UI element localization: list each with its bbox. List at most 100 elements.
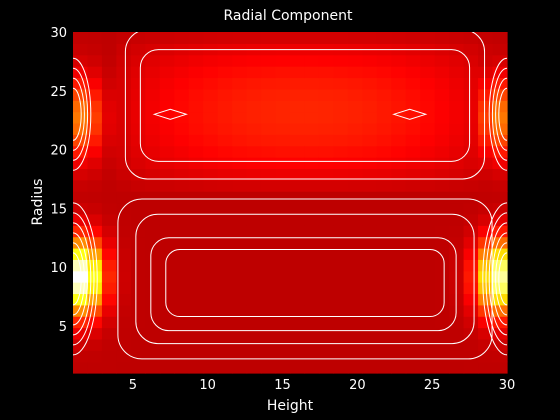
heatmap-cell [232,270,248,283]
heatmap-cell [101,179,117,192]
heatmap-cell [261,157,277,169]
heatmap-cell [73,293,89,306]
heatmap-cell [420,293,436,306]
heatmap-cell [347,213,363,226]
heatmap-cell [391,350,407,363]
heatmap-cell [145,213,161,226]
heatmap-cell [130,350,146,363]
heatmap-cell [449,100,465,113]
heatmap-cell [333,236,349,249]
heatmap-cell [304,145,320,158]
heatmap-cell [130,282,146,295]
heatmap-cell [434,66,450,79]
heatmap-cell [333,100,349,113]
heatmap-cell [492,145,508,158]
heatmap-cell [145,77,161,90]
heatmap-cell [478,225,494,238]
heatmap-cell [275,259,291,272]
heatmap-cell [376,100,392,113]
heatmap-cell [420,88,436,101]
heatmap-cell [159,259,175,272]
heatmap-cell [87,259,103,272]
heatmap-cell [159,88,175,101]
heatmap-cell [434,247,450,260]
heatmap-cell [420,32,436,44]
heatmap-cell [318,293,334,306]
heatmap-cell [174,77,190,90]
heatmap-cell [391,157,407,169]
heatmap-cell [405,111,421,124]
heatmap-cell [304,225,320,238]
heatmap-cell [420,236,436,249]
heatmap-cell [376,66,392,79]
heatmap-cell [420,259,436,272]
heatmap-cell [87,145,103,158]
x-tick-label: 15 [274,378,291,393]
heatmap-cell [116,293,132,306]
heatmap-cell [203,225,219,238]
heatmap-cell [492,327,508,340]
heatmap-cell [130,191,146,204]
heatmap-cell [145,32,161,44]
heatmap-cell [217,247,233,260]
heatmap-cell [87,293,103,306]
heatmap-cell [304,168,320,181]
heatmap-cell [275,88,291,101]
heatmap-cell [101,338,117,351]
heatmap-cell [130,213,146,226]
heatmap-cell [304,54,320,67]
heatmap-cell [304,270,320,283]
heatmap-cell [101,100,117,113]
heatmap-cell [463,134,479,147]
heatmap-cell [188,213,204,226]
heatmap-cell [130,327,146,340]
heatmap-cell [217,32,233,44]
heatmap-cell [159,134,175,147]
heatmap-cell [145,122,161,135]
heatmap-cell [318,168,334,181]
heatmap-cell [405,316,421,329]
heatmap-cell [492,316,508,329]
heatmap-cell [130,77,146,90]
heatmap-cell [87,134,103,147]
heatmap-cell [420,202,436,215]
heatmap-cell [232,259,248,272]
heatmap-cell [87,350,103,363]
contour-line [485,212,507,346]
heatmap-cell [362,191,378,204]
heatmap-cell [217,111,233,124]
heatmap-cell [492,179,508,192]
heatmap-cell [116,259,132,272]
heatmap-cell [318,111,334,124]
heatmap-cell [391,236,407,249]
contour-line [152,108,188,120]
heatmap-cell [376,88,392,101]
heatmap-cell [376,32,392,44]
contour-line [491,67,507,161]
heatmap-cell [492,350,508,363]
heatmap-cell [362,327,378,340]
heatmap-cell [333,111,349,124]
heatmap-cell [362,361,378,374]
heatmap-cell [145,145,161,158]
heatmap-cell [174,157,190,169]
heatmap-cell [174,304,190,317]
heatmap-cell [478,100,494,113]
heatmap-cell [73,66,89,79]
heatmap-cell [362,338,378,351]
heatmap-cell [188,77,204,90]
heatmap-cell [391,304,407,317]
heatmap-cell [449,282,465,295]
heatmap-cell [290,134,306,147]
heatmap-cell [405,293,421,306]
heatmap-cell [145,225,161,238]
heatmap-cell [116,304,132,317]
heatmap-cell [391,32,407,44]
heatmap-cell [275,168,291,181]
heatmap-cell [290,179,306,192]
heatmap-cell [87,111,103,124]
heatmap-cell [116,88,132,101]
heatmap-cell [73,327,89,340]
heatmap-cell [449,327,465,340]
heatmap-cell [463,270,479,283]
